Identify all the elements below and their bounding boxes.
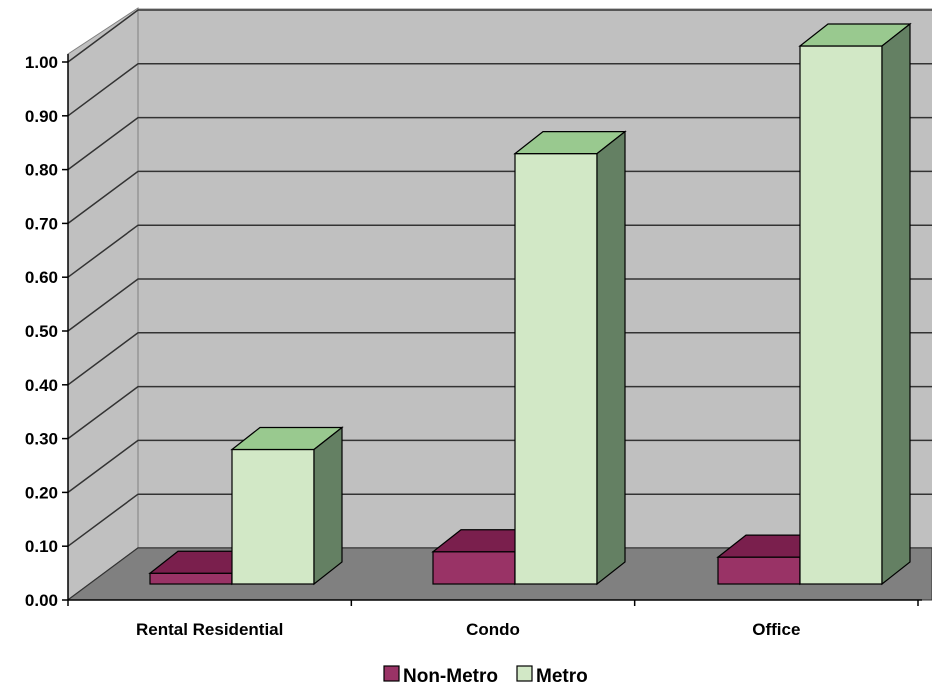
bar-metro-side	[596, 130, 626, 586]
y-tick-label: 0.30	[25, 430, 58, 449]
y-tick-labels: 0.00 0.10 0.20 0.30 0.40 0.50 0.60 0.70 0.80 0.90…	[25, 53, 58, 610]
gridline	[67, 224, 932, 278]
gridline	[67, 278, 932, 332]
x-tick-label: Office	[752, 620, 800, 639]
y-tick-label: 0.50	[25, 322, 58, 341]
bar-non-metro-front	[717, 556, 801, 585]
bar-non-metro-front	[432, 551, 516, 585]
gridline	[67, 63, 932, 117]
gridline	[67, 170, 932, 225]
gridline	[67, 9, 932, 63]
gridline	[67, 116, 932, 171]
y-tick-label: 0.70	[25, 214, 58, 233]
x-tick-label: Condo	[466, 620, 520, 639]
y-tick-label: 0.10	[25, 537, 58, 556]
legend: Non-Metro Metro	[383, 665, 588, 687]
bar-metro-front	[799, 45, 883, 585]
gridline	[67, 439, 932, 494]
legend-swatch-metro	[516, 665, 533, 682]
bars	[148, 22, 912, 586]
legend-label: Metro	[536, 666, 588, 687]
legend-label: Non-Metro	[403, 666, 498, 687]
y-tick-label: 1.00	[25, 53, 58, 72]
bar-non-metro-front	[149, 572, 233, 585]
x-tick-label: Rental Residential	[136, 620, 283, 639]
bar-metro-side	[313, 426, 343, 586]
bar-metro-front	[514, 153, 598, 585]
bar-metro-side	[881, 22, 911, 586]
x-tick-labels: Rental Residential Condo Office	[136, 620, 800, 639]
gridline	[67, 385, 932, 440]
y-tick-label: 0.80	[25, 161, 58, 180]
y-tick-label: 0.60	[25, 268, 58, 287]
bar-metro-front	[231, 448, 315, 585]
y-tick-label: 0.00	[25, 591, 58, 610]
y-tick-label: 0.20	[25, 483, 58, 502]
y-tick-label: 0.40	[25, 376, 58, 395]
gridline	[67, 332, 932, 386]
side-wall	[67, 7, 139, 601]
axes	[62, 54, 922, 606]
legend-swatch-non-metro	[383, 665, 400, 682]
y-tick-label: 0.90	[25, 107, 58, 126]
gridline	[67, 493, 932, 547]
